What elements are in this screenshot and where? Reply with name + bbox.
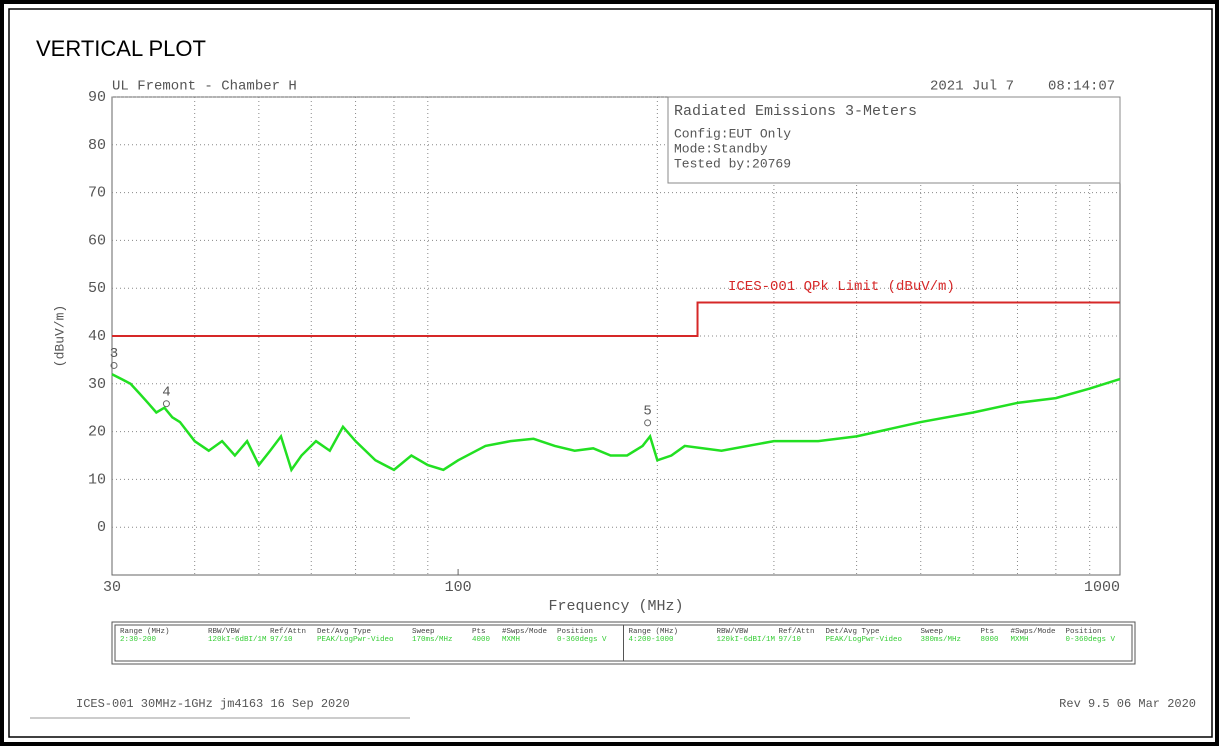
settings-header: Range (MHz) — [120, 628, 170, 636]
settings-header: Pts — [981, 628, 995, 636]
settings-cell: 120kI-6dBI/1M — [208, 636, 267, 644]
settings-header: Det/Avg Type — [317, 628, 371, 636]
header-date: 2021 Jul 7 — [930, 79, 1014, 95]
settings-header: Position — [557, 628, 593, 636]
marker — [110, 361, 118, 369]
data-line — [111, 373, 1121, 473]
legend-label: ICES-001 QPk Limit (dBuV/m) — [728, 279, 955, 295]
y-tick-label: 30 — [88, 376, 106, 393]
y-tick-label: 10 — [88, 471, 106, 488]
settings-cell: 120kI-6dBI/1M — [717, 636, 776, 644]
settings-cell: 0-360degs V — [1066, 636, 1116, 644]
info-line: Config:EUT Only — [674, 126, 791, 141]
settings-cell: 4000 — [472, 636, 491, 644]
settings-header: Pts — [472, 628, 486, 636]
x-tick-label: 30 — [103, 579, 121, 596]
settings-box — [111, 621, 1136, 665]
settings-header: #Swps/Mode — [1011, 628, 1056, 636]
settings-cell: MXMH — [502, 636, 520, 644]
y-tick-label: 50 — [88, 280, 106, 297]
settings-cell: 97/10 — [270, 636, 293, 644]
marker — [162, 400, 170, 408]
marker — [644, 419, 652, 427]
y-tick-label: 0 — [97, 519, 106, 536]
x-axis-label: Frequency (MHz) — [548, 598, 683, 615]
y-tick-label: 20 — [88, 424, 106, 441]
settings-header: Sweep — [921, 628, 944, 636]
footer-left: ICES-001 30MHz-1GHz jm4163 16 Sep 2020 — [76, 697, 350, 711]
x-tick-label: 1000 — [1084, 579, 1120, 596]
y-tick-label: 90 — [88, 89, 106, 106]
settings-header: #Swps/Mode — [502, 628, 547, 636]
settings-cell: 0-360degs V — [557, 636, 607, 644]
settings-header: Ref/Attn — [270, 628, 306, 636]
info-title: Radiated Emissions 3-Meters — [674, 103, 917, 120]
footer-right: Rev 9.5 06 Mar 2020 — [1059, 697, 1196, 711]
settings-header: RBW/VBW — [208, 628, 240, 636]
inner-border — [8, 8, 1213, 738]
header-left: UL Fremont - Chamber H — [112, 79, 297, 95]
marker-label: 3 — [110, 346, 118, 362]
settings-cell: 170ms/MHz — [412, 636, 453, 644]
y-tick-label: 40 — [88, 328, 106, 345]
y-tick-label: 60 — [88, 232, 106, 249]
data-line — [112, 301, 1120, 337]
settings-cell: 380ms/MHz — [921, 636, 962, 644]
settings-header: Det/Avg Type — [826, 628, 880, 636]
marker-label: 5 — [643, 404, 651, 420]
settings-header: Ref/Attn — [779, 628, 815, 636]
settings-cell: 8000 — [981, 636, 1000, 644]
y-tick-label: 80 — [88, 137, 106, 154]
settings-cell: 4:200-1000 — [629, 636, 675, 644]
settings-header: Position — [1066, 628, 1102, 636]
settings-cell: PEAK/LogPwr-Video — [317, 636, 394, 644]
settings-cell: 97/10 — [779, 636, 802, 644]
header-time: 08:14:07 — [1048, 79, 1115, 95]
settings-cell: MXMH — [1011, 636, 1029, 644]
page-title: VERTICAL PLOT — [36, 36, 206, 61]
settings-header: Range (MHz) — [629, 628, 679, 636]
y-tick-label: 70 — [88, 185, 106, 202]
x-tick-label: 100 — [445, 579, 472, 596]
settings-header: RBW/VBW — [717, 628, 749, 636]
y-axis-label: (dBuV/m) — [52, 305, 67, 367]
info-line: Mode:Standby — [674, 141, 768, 156]
info-box — [667, 96, 1121, 184]
settings-cell: 2:30-200 — [120, 636, 157, 644]
settings-header: Sweep — [412, 628, 435, 636]
info-line: Tested by:20769 — [674, 156, 791, 171]
settings-cell: PEAK/LogPwr-Video — [826, 636, 903, 644]
marker-label: 4 — [162, 384, 170, 400]
